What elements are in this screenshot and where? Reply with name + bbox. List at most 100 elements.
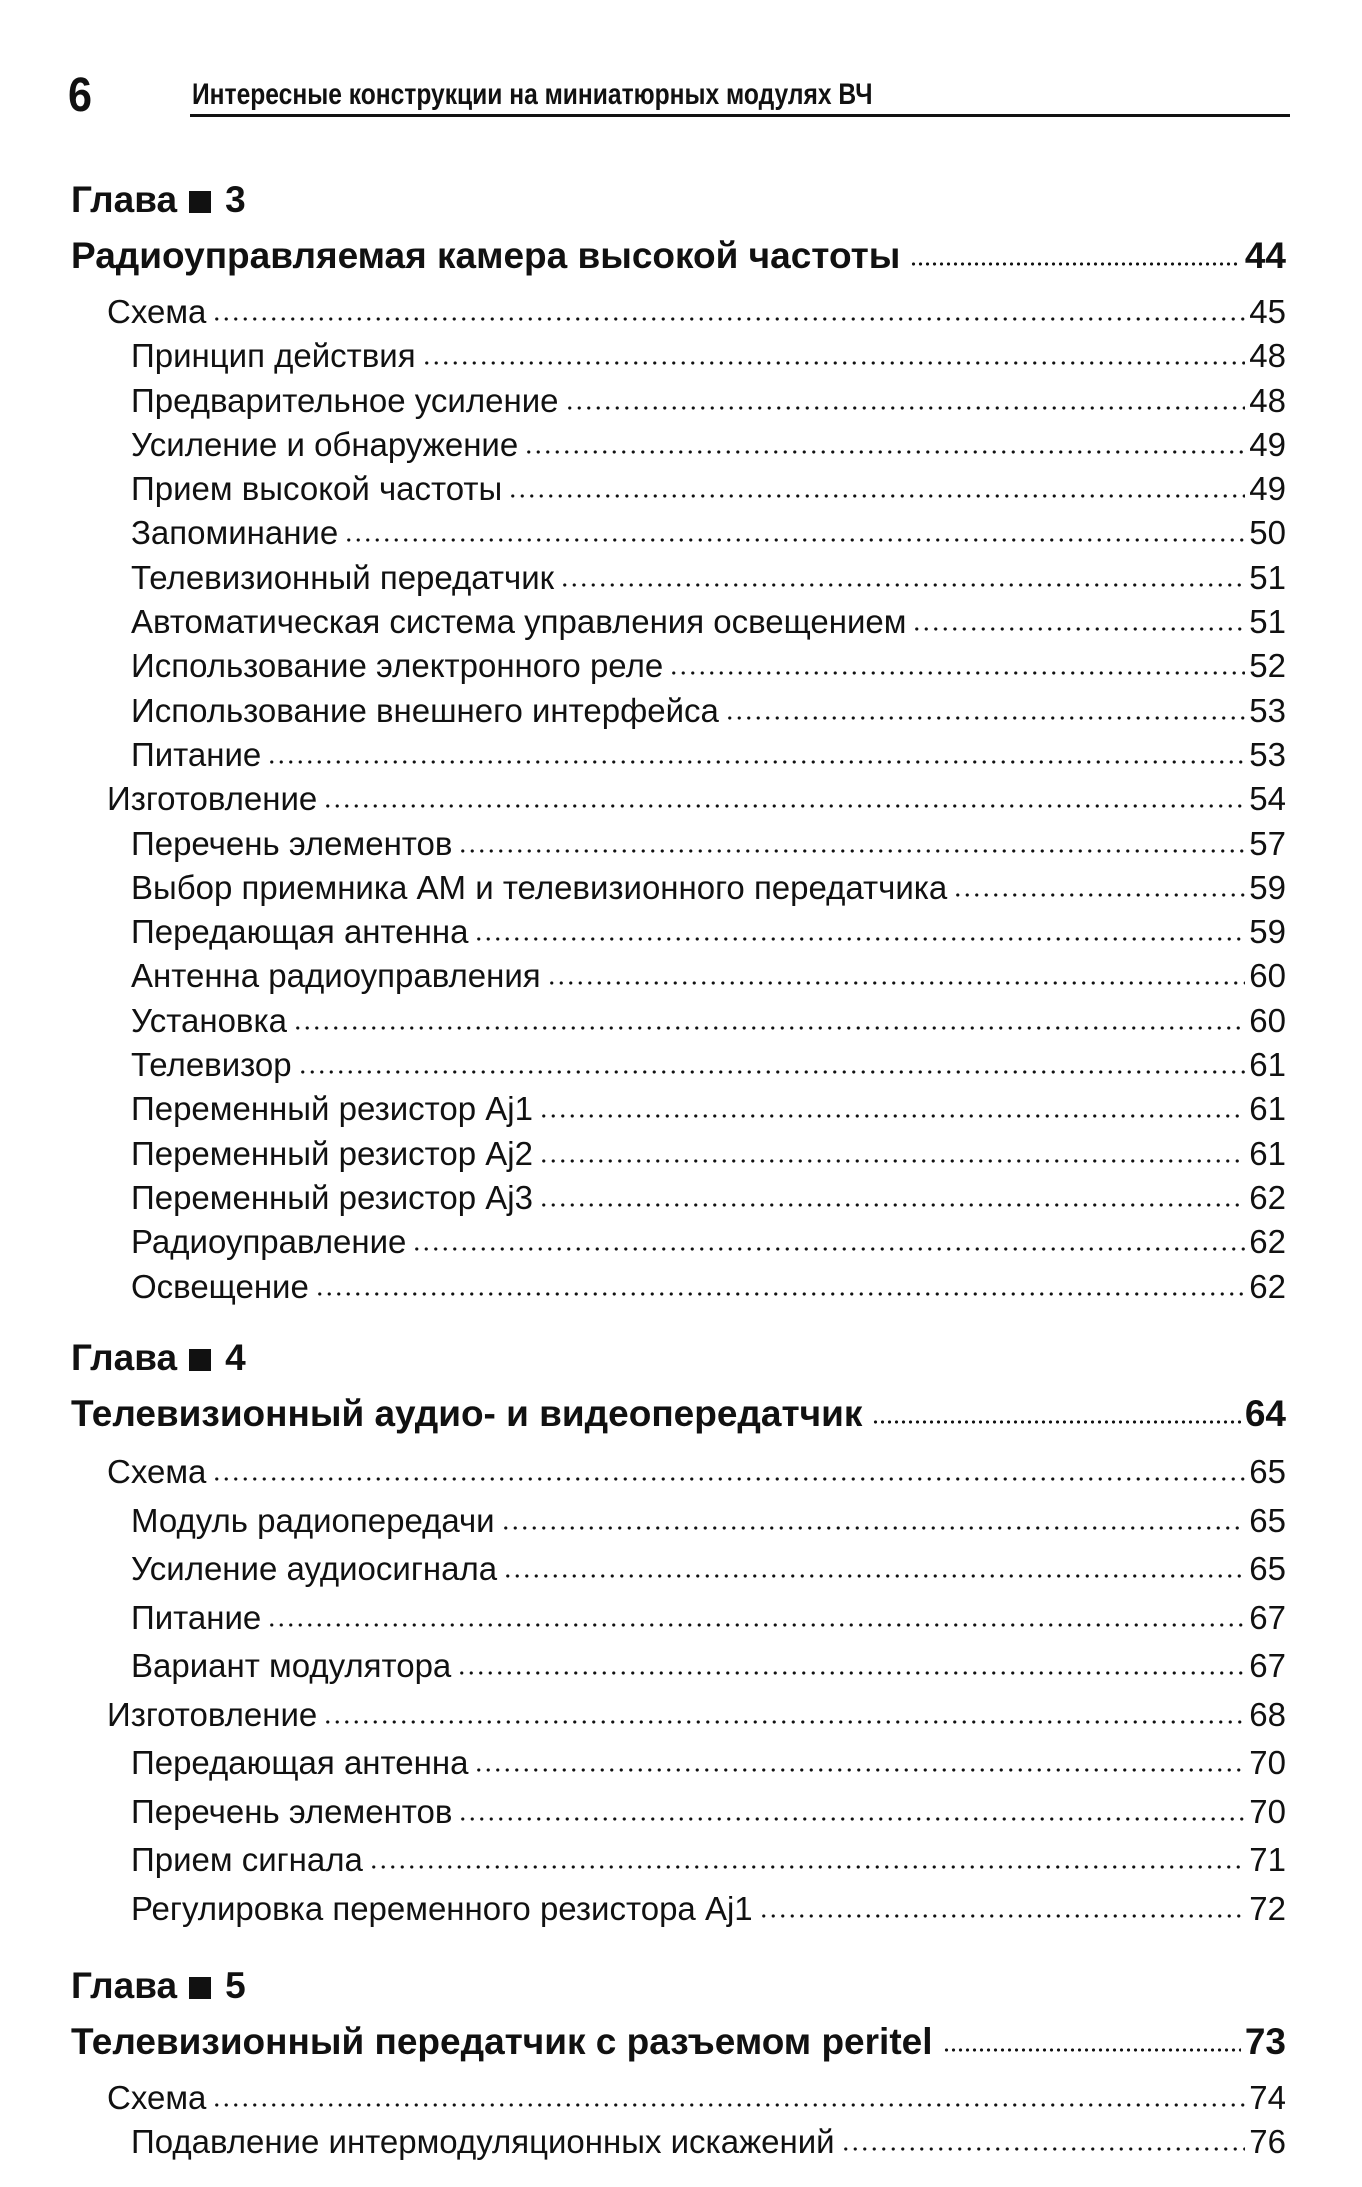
toc-entry[interactable]: Питание 67 (71, 1594, 1286, 1643)
toc-entry[interactable]: Телевизионный передатчик 51 (71, 556, 1286, 600)
toc-entry[interactable]: Использование внешнего интерфейса 53 (71, 689, 1286, 733)
toc-entry[interactable]: Запоминание 50 (71, 511, 1286, 555)
entry-title: Питание (131, 735, 262, 773)
entry-title: Прием сигнала (131, 1841, 363, 1878)
entry-page: 62 (1249, 1178, 1286, 1216)
toc-entry[interactable]: Освещение 62 (71, 1265, 1286, 1309)
entry-title: Телевизионный передатчик (131, 558, 555, 596)
toc-entry[interactable]: Питание 53 (71, 733, 1286, 777)
toc-entry[interactable]: Выбор приемника АМ и телевизионного пере… (71, 866, 1286, 910)
entry-page: 70 (1249, 1744, 1286, 1781)
toc-entry[interactable]: Перечень элементов 57 (71, 822, 1286, 866)
entry-page: 60 (1249, 957, 1286, 995)
toc-entry[interactable]: Автоматическая система управления освеще… (71, 600, 1286, 644)
header-rule (190, 114, 1290, 117)
entry-page: 60 (1249, 1001, 1286, 1039)
toc-entry[interactable]: Подавление интермодуляционных искажений 7… (71, 2120, 1286, 2164)
entry-page: 65 (1249, 1550, 1286, 1587)
entry-title: Передающая антенна (131, 1744, 469, 1781)
toc-entry[interactable]: Радиоуправление 62 (71, 1220, 1286, 1264)
toc-entry[interactable]: Изготовление 54 (71, 777, 1286, 821)
toc-entry[interactable]: Передающая антенна 59 (71, 910, 1286, 954)
entry-page: 61 (1249, 1046, 1286, 1084)
entry-title: Запоминание (131, 514, 339, 552)
entry-title: Вариант модулятора (131, 1647, 452, 1684)
entry-page: 51 (1249, 603, 1286, 641)
dot-leader (412, 1245, 1246, 1254)
square-bullet-icon (189, 191, 212, 213)
toc-entry[interactable]: Переменный резистор Aj1 61 (71, 1087, 1286, 1131)
chapter-label: Глава 4 (71, 1330, 1286, 1386)
entry-title: Изготовление (107, 780, 318, 818)
entry-title: Освещение (131, 1267, 309, 1305)
dot-leader (538, 1112, 1246, 1121)
entry-page: 62 (1249, 1223, 1286, 1261)
entry-title: Схема (107, 293, 207, 330)
toc-entry[interactable]: Модуль радиопередачи 65 (71, 1497, 1286, 1546)
entry-title: Радиоуправление (131, 1223, 407, 1261)
entry-title: Подавление интермодуляционных искажений (131, 2123, 835, 2160)
chapter-section: Глава 5 Телевизионный передатчик с разъемо… (71, 1958, 1286, 2164)
entry-title: Усиление аудиосигнала (131, 1550, 498, 1587)
toc-entry[interactable]: Антенна радиоуправления 60 (71, 954, 1286, 998)
toc-entry[interactable]: Использование электронного реле 52 (71, 644, 1286, 688)
entry-title: Переменный резистор Aj2 (131, 1134, 533, 1172)
toc-entry[interactable]: Принцип действия 48 (71, 334, 1286, 378)
toc-entry[interactable]: Изготовление 68 (71, 1691, 1286, 1740)
chapter-title-row[interactable]: Телевизионный аудио- и видеопередатчик 64 (71, 1386, 1286, 1442)
dot-leader (323, 1717, 1246, 1726)
entry-title: Схема (107, 1453, 207, 1490)
entry-page: 59 (1249, 913, 1286, 951)
toc-entry[interactable]: Переменный резистор Aj2 61 (71, 1132, 1286, 1176)
entry-title: Автоматическая система управления освеще… (131, 603, 907, 641)
chapter-section: Глава 4 Телевизионный аудио- и видеопереда… (71, 1330, 1286, 1933)
toc-entry[interactable]: Предварительное усиление 48 (71, 379, 1286, 423)
toc-entry[interactable]: Усиление и обнаружение 49 (71, 423, 1286, 467)
entry-title: Схема (107, 2079, 207, 2116)
toc-entry[interactable]: Вариант модулятора 67 (71, 1642, 1286, 1691)
dot-leader (564, 403, 1246, 412)
toc-entry[interactable]: Прием высокой частоты 49 (71, 467, 1286, 511)
toc-entry[interactable]: Передающая антенна 70 (71, 1739, 1286, 1788)
dot-leader (344, 536, 1246, 545)
dot-leader (560, 580, 1246, 589)
toc-entry[interactable]: Телевизор 61 (71, 1043, 1286, 1087)
entry-title: Антенна радиоуправления (131, 957, 541, 995)
chapter-word: Глава (71, 179, 178, 220)
square-bullet-icon (189, 1349, 212, 1371)
entry-title: Использование электронного реле (131, 647, 664, 685)
entry-page: 71 (1249, 1841, 1286, 1878)
dot-leader (323, 802, 1246, 811)
toc-entry[interactable]: Регулировка переменного резистора Aj1 72 (71, 1885, 1286, 1934)
entry-page: 68 (1249, 1695, 1286, 1733)
dot-leader (503, 1572, 1246, 1580)
dot-leader (474, 1766, 1246, 1774)
entry-page: 74 (1249, 2079, 1286, 2116)
entry-page: 70 (1249, 1792, 1286, 1830)
entry-title: Регулировка переменного резистора Aj1 (131, 1889, 753, 1927)
toc-entry[interactable]: Схема 65 (71, 1448, 1286, 1497)
toc-entry[interactable]: Прием сигнала 71 (71, 1836, 1286, 1885)
dot-leader (840, 2145, 1246, 2153)
chapter-number: 5 (225, 1965, 246, 2006)
dot-leader (474, 935, 1246, 944)
toc-entry[interactable]: Перечень элементов 70 (71, 1788, 1286, 1837)
toc-entry[interactable]: Переменный резистор Aj3 62 (71, 1176, 1286, 1220)
dot-leader (910, 260, 1241, 268)
toc-entry[interactable]: Усиление аудиосигнала 65 (71, 1545, 1286, 1594)
chapter-page: 73 (1244, 2021, 1286, 2062)
chapter-title-row[interactable]: Радиоуправляемая камера высокой частоты 4… (71, 228, 1286, 284)
chapter-label: Глава 5 (71, 1958, 1286, 2014)
entry-page: 61 (1249, 1090, 1286, 1128)
chapter-page: 44 (1244, 235, 1286, 276)
chapter-title-row[interactable]: Телевизионный передатчик с разъемом peri… (71, 2014, 1286, 2070)
dot-leader (538, 1156, 1246, 1165)
toc-entry[interactable]: Схема 45 (71, 290, 1286, 334)
dot-leader (912, 625, 1246, 634)
toc-entry[interactable]: Схема 74 (71, 2076, 1286, 2120)
chapter-page: 64 (1244, 1393, 1286, 1434)
toc-entry[interactable]: Установка 60 (71, 999, 1286, 1043)
dot-leader (457, 1669, 1246, 1677)
dot-leader (458, 846, 1246, 855)
dot-leader (524, 447, 1246, 456)
